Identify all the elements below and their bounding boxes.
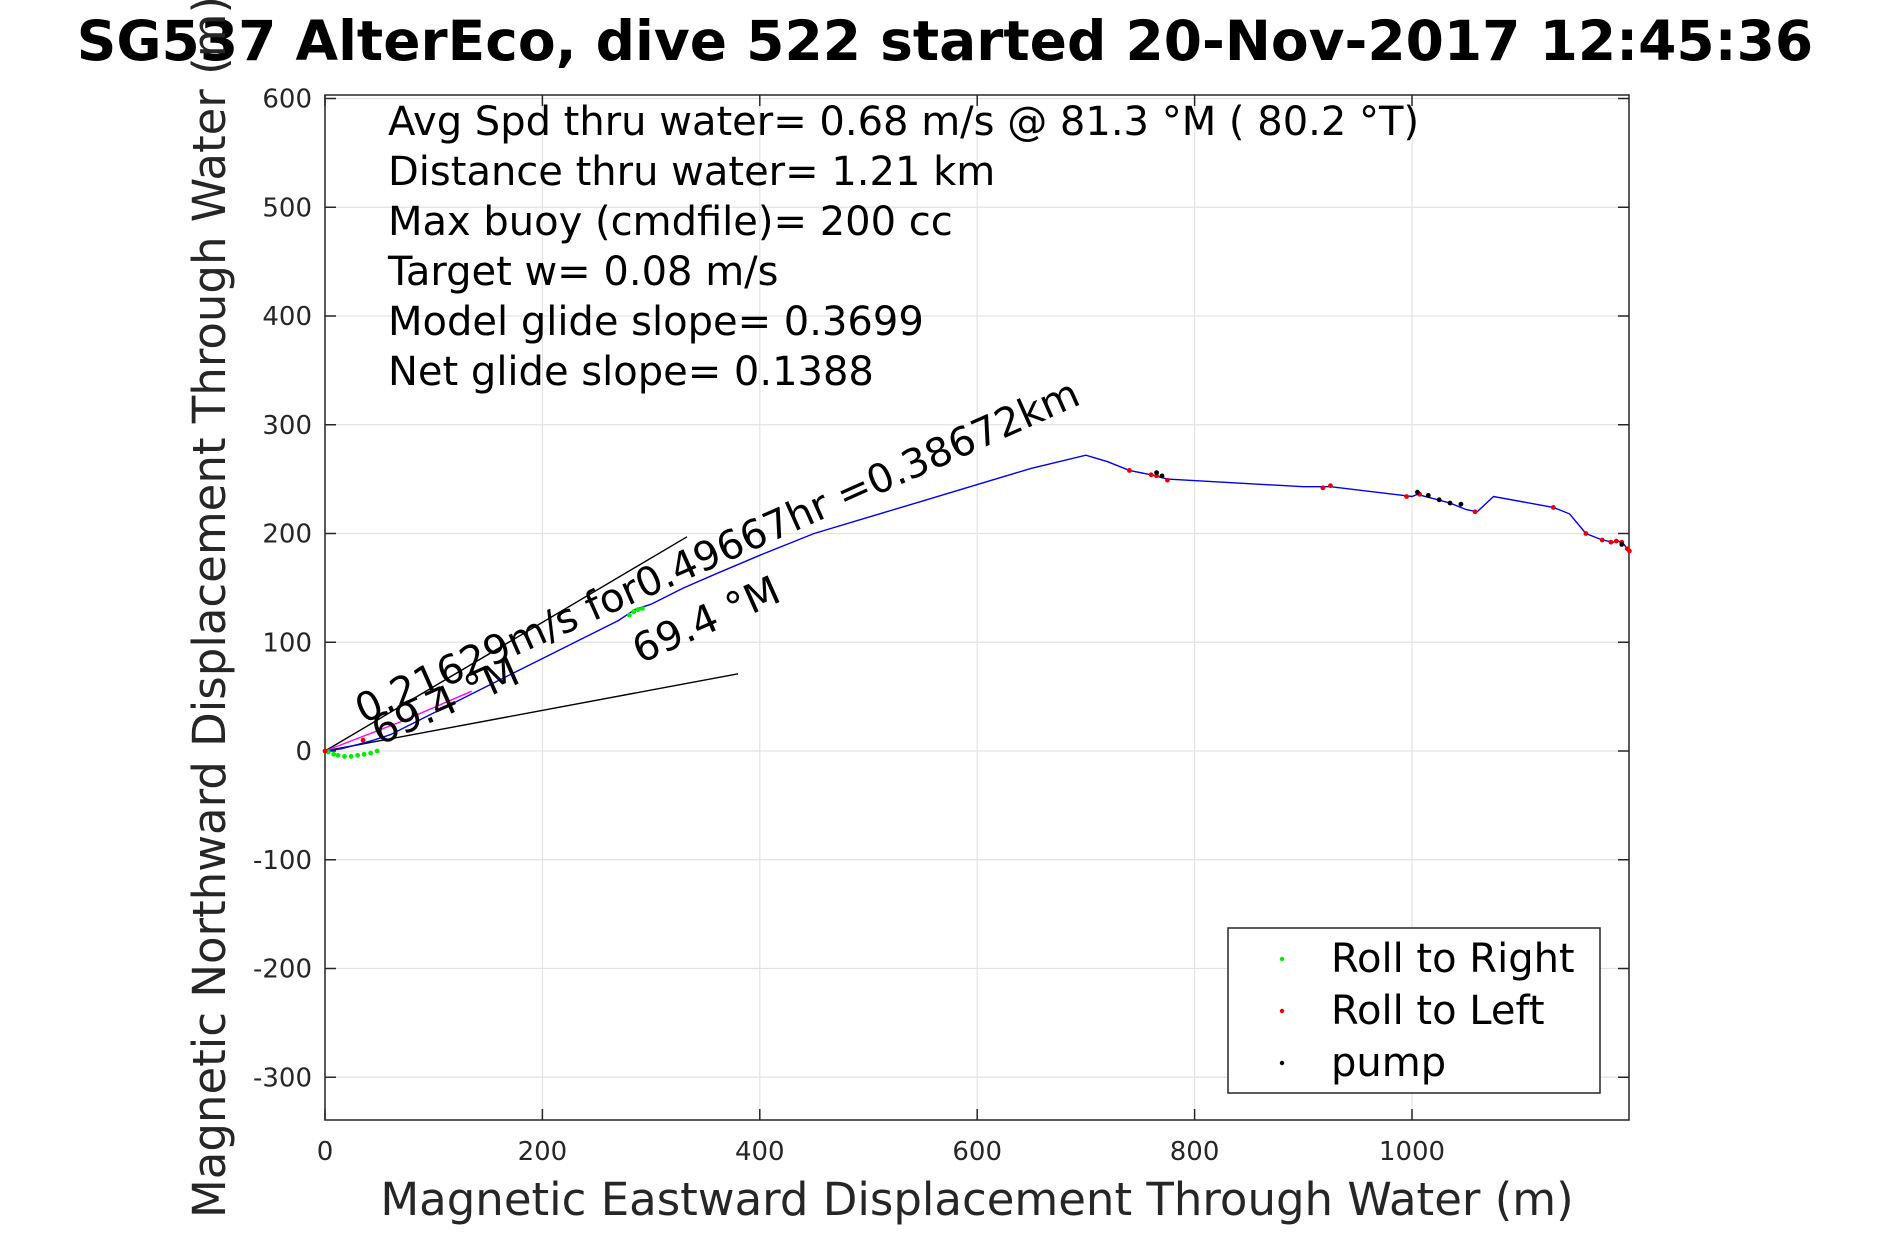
axis-ticks: 0 200 400 600 800 1000 -300 -200 -100 0 100 200 300 4… — [253, 85, 1629, 1167]
roll-left-point — [1627, 548, 1632, 554]
legend: Roll to Right Roll to Left pump — [1227, 927, 1601, 1094]
roll-right-point — [374, 748, 380, 754]
pump-point — [1154, 470, 1159, 475]
pump-point — [1159, 473, 1165, 479]
x-tick-label: 0 — [317, 1137, 334, 1167]
roll-left-point — [1148, 472, 1154, 478]
y-tick-label: 0 — [295, 737, 312, 767]
pump-point — [1436, 497, 1442, 503]
roll-right-point — [355, 752, 361, 758]
roll-left-point — [322, 748, 328, 754]
roll-right-point — [348, 754, 354, 759]
roll-left-point — [1550, 505, 1556, 510]
x-axis-label: Magnetic Eastward Displacement Through W… — [380, 1173, 1573, 1226]
roll-right-point — [331, 751, 337, 757]
x-tick-label: 800 — [1170, 1137, 1220, 1167]
current-vector-line — [324, 690, 472, 752]
roll-right-point — [368, 750, 374, 756]
roll-left-point — [1126, 468, 1132, 473]
roll-left-point — [1613, 538, 1619, 544]
y-tick-label: -200 — [253, 955, 312, 985]
legend-marker-pump — [1279, 1060, 1285, 1066]
chart-title: SG537 AlterEco, dive 522 started 20-Nov-… — [77, 9, 1813, 73]
y-tick-label: 600 — [262, 85, 312, 115]
legend-marker-roll-right — [1279, 956, 1285, 962]
pump-point — [1425, 493, 1431, 498]
legend-marker-roll-left — [1279, 1008, 1285, 1014]
dive-stats: Avg Spd thru water= 0.68 m/s @ 81.3 °M (… — [387, 99, 1419, 395]
stat-line: Distance thru water= 1.21 km — [388, 149, 995, 195]
roll-right-point — [335, 752, 341, 758]
roll-left-point — [1583, 531, 1589, 536]
roll-left-point — [1404, 494, 1409, 499]
pump-point — [1619, 541, 1625, 547]
roll-right-point — [635, 607, 641, 613]
roll-right-point — [342, 754, 347, 759]
y-tick-label: -300 — [253, 1063, 312, 1093]
x-tick-label: 400 — [735, 1137, 785, 1167]
y-tick-label: 200 — [262, 520, 312, 550]
y-axis-label: Magnetic Northward Displacement Through … — [183, 0, 236, 1218]
stat-line: Target w= 0.08 m/s — [387, 249, 778, 295]
stat-line: Net glide slope= 0.1388 — [388, 349, 874, 395]
legend-label-roll-right: Roll to Right — [1331, 936, 1575, 982]
roll-left-point — [1165, 477, 1170, 483]
pump-point — [1415, 489, 1420, 495]
roll-right-point — [640, 606, 645, 611]
y-tick-label: 400 — [262, 302, 312, 332]
cone-line — [324, 673, 739, 752]
y-tick-label: 500 — [262, 193, 312, 223]
roll-right-point — [631, 609, 637, 615]
track-line — [324, 454, 1630, 752]
legend-label-roll-left: Roll to Left — [1331, 988, 1545, 1034]
roll-left-point — [1599, 537, 1605, 543]
plot-data — [322, 454, 1632, 759]
x-tick-label: 200 — [518, 1137, 568, 1167]
stat-line: Avg Spd thru water= 0.68 m/s @ 81.3 °M (… — [388, 99, 1419, 145]
pump-point — [1458, 501, 1464, 507]
stat-line: Max buoy (cmdfile)= 200 cc — [388, 199, 953, 245]
x-tick-label: 1000 — [1379, 1137, 1445, 1167]
grid — [324, 95, 1629, 1120]
x-tick-label: 600 — [952, 1137, 1002, 1167]
roll-left-point — [360, 737, 366, 743]
roll-left-point — [1608, 539, 1614, 545]
y-tick-label: 300 — [262, 411, 312, 441]
cone-line — [324, 536, 688, 752]
stat-line: Model glide slope= 0.3699 — [388, 299, 924, 345]
roll-left-point — [1472, 509, 1478, 515]
roll-left-point — [1328, 483, 1333, 489]
legend-label-pump: pump — [1331, 1040, 1446, 1086]
pump-point — [1447, 500, 1453, 506]
legend-box — [1227, 927, 1601, 1094]
roll-left-point — [1320, 485, 1326, 491]
roll-right-point — [361, 751, 367, 757]
y-tick-label: 100 — [262, 628, 312, 658]
y-tick-label: -100 — [253, 846, 312, 876]
roll-right-point — [626, 612, 632, 618]
